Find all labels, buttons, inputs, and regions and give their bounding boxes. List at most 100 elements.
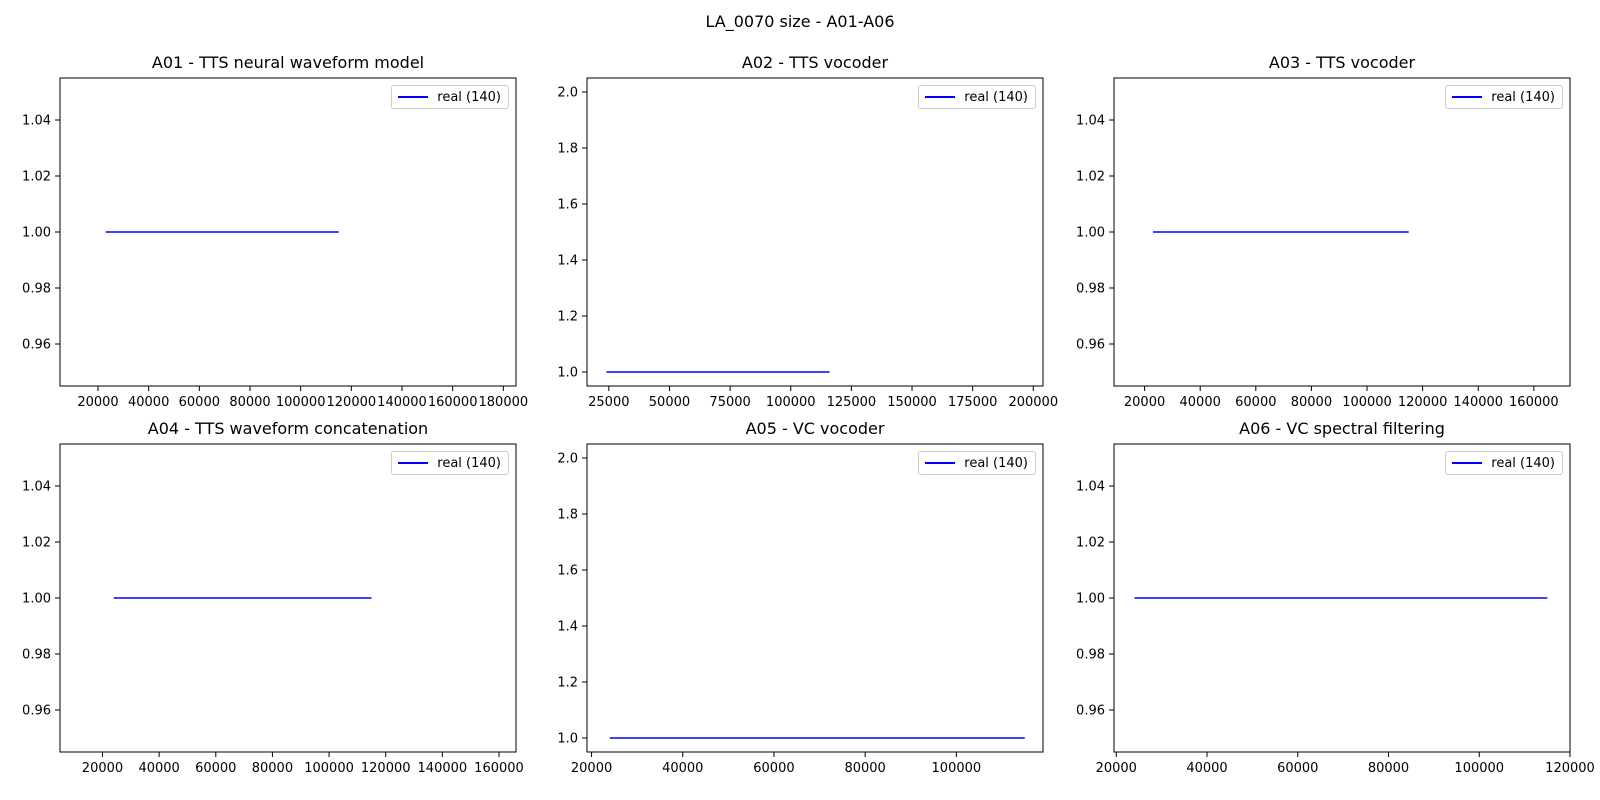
y-tick-label: 1.2 bbox=[557, 310, 578, 325]
x-tick-label: 100000 bbox=[1454, 761, 1504, 776]
legend-label: real (140) bbox=[437, 89, 501, 105]
x-tick-label: 100000 bbox=[766, 395, 816, 410]
axes-frame bbox=[586, 77, 1044, 387]
x-tick-label: 140000 bbox=[1453, 395, 1503, 410]
y-tick-label: 1.02 bbox=[22, 170, 51, 185]
x-tick-label: 120000 bbox=[361, 761, 411, 776]
subplot-title: A02 - TTS vocoder bbox=[741, 53, 889, 72]
x-tick-label: 60000 bbox=[1235, 395, 1276, 410]
x-tick-label: 120000 bbox=[1398, 395, 1448, 410]
plot-area: 20000 40000 60000 80000 100000 120000 140000 16… bbox=[22, 77, 528, 410]
subplot-2: A02 - TTS vocoder 25000 50000 75000 100000 12… bbox=[557, 53, 1058, 410]
legend: real (140) bbox=[391, 85, 509, 109]
axes-frame bbox=[586, 443, 1044, 753]
x-tick-label: 60000 bbox=[179, 395, 220, 410]
legend-swatch bbox=[398, 96, 429, 98]
y-tick-label: 0.96 bbox=[1076, 704, 1105, 719]
subplot-3: A03 - TTS vocoder 20000 40000 60000 80000 100… bbox=[1076, 53, 1571, 410]
subplot-title: A01 - TTS neural waveform model bbox=[151, 53, 425, 72]
y-tick-label: 1.0 bbox=[557, 732, 578, 747]
y-tick-label: 1.00 bbox=[22, 592, 51, 607]
legend: real (140) bbox=[391, 451, 509, 475]
y-tick-label: 1.4 bbox=[557, 620, 578, 635]
legend-swatch bbox=[1452, 462, 1483, 464]
plot-area: 20000 40000 60000 80000 100000 120000 140000 16… bbox=[1076, 77, 1571, 410]
plot-area: 20000 40000 60000 80000 100000 1.0 1.2 1.4 1.6 1.… bbox=[557, 443, 1044, 776]
y-tick-label: 1.00 bbox=[22, 226, 51, 241]
x-tick-label: 60000 bbox=[753, 761, 794, 776]
y-tick-label: 1.6 bbox=[557, 198, 578, 213]
y-tick-label: 1.00 bbox=[1076, 592, 1105, 607]
y-tick-label: 1.02 bbox=[22, 536, 51, 551]
axes-frame bbox=[1113, 443, 1571, 753]
y-tick-label: 0.98 bbox=[1076, 282, 1105, 297]
x-tick-label: 160000 bbox=[474, 761, 524, 776]
subplot-6: A06 - VC spectral filtering 20000 40000 600… bbox=[1076, 419, 1595, 776]
y-tick-label: 1.00 bbox=[1076, 226, 1105, 241]
y-tick-label: 1.04 bbox=[22, 114, 51, 129]
x-tick-label: 20000 bbox=[82, 761, 123, 776]
legend-swatch bbox=[925, 96, 956, 98]
x-tick-label: 20000 bbox=[1124, 395, 1165, 410]
x-tick-label: 60000 bbox=[195, 761, 236, 776]
y-tick-label: 1.8 bbox=[557, 508, 578, 523]
legend: real (140) bbox=[1445, 451, 1563, 475]
figure-title: LA_0070 size - A01-A06 bbox=[705, 12, 895, 31]
legend-swatch bbox=[398, 462, 429, 464]
legend-label: real (140) bbox=[1491, 455, 1555, 471]
y-tick-label: 0.98 bbox=[22, 282, 51, 297]
subplot-5: A05 - VC vocoder 20000 40000 60000 80000 1000… bbox=[557, 419, 1044, 776]
y-tick-label: 1.6 bbox=[557, 564, 578, 579]
y-tick-label: 1.04 bbox=[22, 480, 51, 495]
axes-frame bbox=[59, 443, 517, 753]
subplot-title: A05 - VC vocoder bbox=[745, 419, 885, 438]
y-tick-label: 1.04 bbox=[1076, 114, 1105, 129]
x-tick-label: 140000 bbox=[377, 395, 427, 410]
x-tick-label: 100000 bbox=[932, 761, 982, 776]
x-tick-label: 120000 bbox=[327, 395, 377, 410]
y-tick-label: 2.0 bbox=[557, 86, 578, 101]
x-tick-label: 180000 bbox=[479, 395, 529, 410]
x-tick-label: 120000 bbox=[1545, 761, 1595, 776]
x-tick-label: 80000 bbox=[252, 761, 293, 776]
x-tick-label: 175000 bbox=[948, 395, 998, 410]
plot-area: 20000 40000 60000 80000 100000 120000 140000 16… bbox=[22, 443, 524, 776]
legend: real (140) bbox=[918, 451, 1036, 475]
x-tick-label: 125000 bbox=[827, 395, 877, 410]
x-tick-label: 150000 bbox=[887, 395, 937, 410]
x-tick-label: 25000 bbox=[588, 395, 629, 410]
x-tick-label: 50000 bbox=[649, 395, 690, 410]
x-tick-label: 160000 bbox=[1509, 395, 1559, 410]
y-tick-label: 0.96 bbox=[22, 338, 51, 353]
x-tick-label: 140000 bbox=[418, 761, 468, 776]
legend-swatch bbox=[1452, 96, 1483, 98]
y-tick-label: 1.8 bbox=[557, 142, 578, 157]
legend-swatch bbox=[925, 462, 956, 464]
x-tick-label: 100000 bbox=[276, 395, 326, 410]
x-tick-label: 80000 bbox=[844, 761, 885, 776]
x-tick-label: 80000 bbox=[1291, 395, 1332, 410]
axes-frame bbox=[1113, 77, 1571, 387]
x-tick-label: 40000 bbox=[138, 761, 179, 776]
x-tick-label: 20000 bbox=[571, 761, 612, 776]
plot-area: 25000 50000 75000 100000 125000 150000 175000 2… bbox=[557, 77, 1058, 410]
legend-label: real (140) bbox=[1491, 89, 1555, 105]
y-tick-label: 2.0 bbox=[557, 452, 578, 467]
y-tick-label: 1.02 bbox=[1076, 170, 1105, 185]
y-tick-label: 1.2 bbox=[557, 676, 578, 691]
subplot-4: A04 - TTS waveform concatenation 20000 400… bbox=[22, 419, 524, 776]
x-tick-label: 160000 bbox=[428, 395, 478, 410]
subplot-title: A04 - TTS waveform concatenation bbox=[147, 419, 429, 438]
legend-label: real (140) bbox=[964, 455, 1028, 471]
y-tick-label: 1.4 bbox=[557, 254, 578, 269]
legend-label: real (140) bbox=[437, 455, 501, 471]
y-tick-label: 1.04 bbox=[1076, 480, 1105, 495]
y-tick-label: 1.02 bbox=[1076, 536, 1105, 551]
x-tick-label: 40000 bbox=[1186, 761, 1227, 776]
x-tick-label: 80000 bbox=[229, 395, 270, 410]
x-tick-label: 100000 bbox=[1342, 395, 1392, 410]
y-tick-label: 1.0 bbox=[557, 366, 578, 381]
y-tick-label: 0.96 bbox=[22, 704, 51, 719]
x-tick-label: 200000 bbox=[1008, 395, 1058, 410]
x-tick-label: 75000 bbox=[709, 395, 750, 410]
